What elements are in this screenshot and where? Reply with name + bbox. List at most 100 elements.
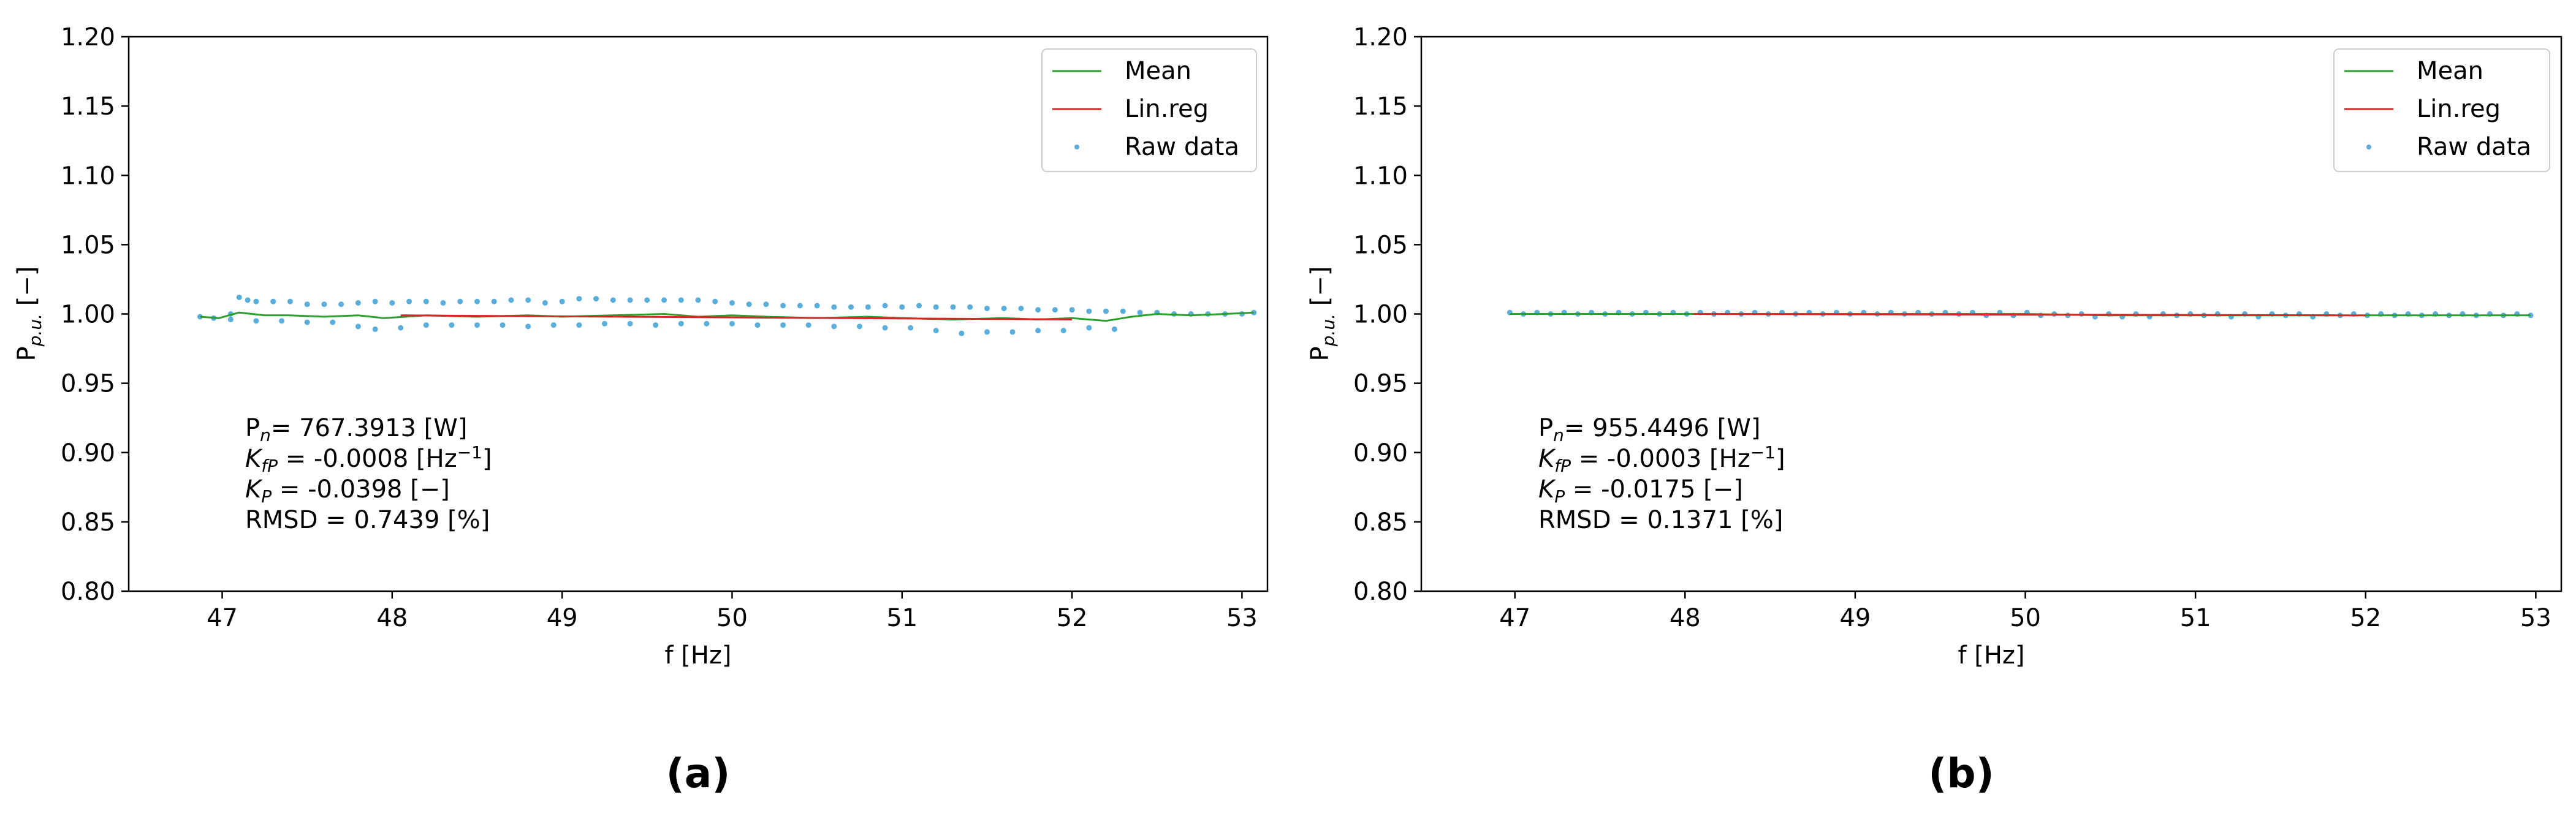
panel-a-raw-point-93 — [933, 328, 939, 334]
panel-a-raw-point-83 — [678, 320, 684, 327]
panel-a-y-axis-label: Pp.u. [−] — [13, 266, 45, 361]
panel-a-raw-point-89 — [831, 323, 837, 330]
panel-a-raw-point-24 — [576, 296, 582, 302]
panel-a-raw-point-14 — [406, 298, 412, 304]
panel-a-y-tick-label-5: 1.05 — [61, 231, 115, 259]
panel-a-y-tick-label-2: 0.90 — [61, 439, 115, 467]
panel-a-x-tick-label-2: 49 — [547, 604, 578, 632]
panel-a-legend-linreg-label: Lin.reg — [1125, 95, 1209, 123]
panel-a-raw-point-52 — [1052, 307, 1058, 313]
panel-a-raw-point-49 — [1001, 305, 1007, 311]
panel-a-annotation-pn: Pn= 767.3913 [W] — [245, 414, 467, 445]
panel-a-raw-point-38 — [814, 303, 820, 309]
panel-b-y-tick-label-5: 1.05 — [1353, 231, 1408, 259]
panel-a-raw-point-32 — [712, 298, 718, 304]
panel-b-legend: Mean Lin.reg Raw data — [2333, 48, 2550, 172]
panel-b-raw-point-75 — [2528, 312, 2534, 319]
panel-a-raw-point-81 — [627, 320, 633, 327]
panel-a-mean-line — [200, 311, 1254, 322]
panel-a-raw-point-25 — [593, 296, 599, 302]
panel-b-x-tick-label-4: 51 — [2180, 604, 2211, 632]
panel-a-legend-raw-swatch — [1074, 145, 1079, 149]
panel-a-y-tick-label-3: 0.95 — [61, 370, 115, 398]
panel-a-raw-point-85 — [729, 320, 735, 327]
panel-b: 0.800.850.900.951.001.051.101.151.20 47 4… — [1306, 23, 2563, 797]
panel-a-annotation-rmsd: RMSD = 0.7439 [%] — [245, 506, 490, 534]
panel-b-x-axis: 47 48 49 50 51 52 53 — [1499, 591, 2551, 632]
panel-a-raw-point-76 — [500, 322, 506, 328]
panel-a-y-axis: 0.80 0.85 0.90 0.95 1.00 1.05 1.10 1.15 1.20 — [61, 23, 129, 606]
panel-a-raw-point-95 — [984, 329, 990, 335]
panel-a: 0.800.850.900.951.001.051.101.151.20 47 4… — [13, 23, 1269, 797]
panel-a-y-tick-label-1: 0.85 — [61, 508, 115, 537]
panel-a-raw-point-42 — [882, 303, 888, 309]
panel-b-x-tick-label-3: 50 — [2010, 604, 2041, 632]
panel-a-raw-point-97 — [1035, 328, 1041, 334]
panel-b-x-axis-label: f [Hz] — [1958, 641, 2024, 670]
panel-a-raw-point-21 — [525, 297, 531, 303]
panel-b-x-tick-label-0: 47 — [1499, 604, 1530, 632]
panel-a-raw-point-80 — [601, 320, 607, 327]
panel-b-y-tick-label-4: 1.00 — [1353, 301, 1408, 329]
panel-a-raw-point-79 — [576, 322, 582, 328]
panel-a-raw-point-45 — [933, 304, 939, 310]
panel-a-raw-point-51 — [1035, 307, 1041, 313]
panel-a-raw-point-40 — [848, 304, 854, 310]
panel-a-raw-point-29 — [661, 297, 667, 303]
panel-b-y-tick-label-0: 0.80 — [1353, 578, 1408, 606]
panel-a-x-tick-label-4: 51 — [886, 604, 918, 632]
panel-b-x-tick-label-2: 49 — [1839, 604, 1871, 632]
panel-b-annotation-kp: KP = -0.0175 [−] — [1538, 475, 1743, 507]
panel-a-raw-point-7 — [287, 298, 293, 304]
panel-a-raw-point-39 — [831, 304, 837, 310]
panel-a-raw-point-20 — [508, 297, 514, 303]
panel-a-raw-point-86 — [754, 322, 761, 328]
panel-a-raw-point-88 — [805, 322, 811, 328]
panel-b-linreg-line — [1693, 313, 2366, 317]
panel-a-raw-point-74 — [449, 322, 455, 328]
panel-b-marks — [1506, 309, 2534, 320]
panel-a-raw-point-4 — [245, 297, 251, 303]
panel-a-marks — [197, 294, 1257, 336]
panel-a-raw-point-37 — [797, 303, 803, 309]
panel-b-annotation-rmsd: RMSD = 0.1371 [%] — [1538, 506, 1783, 534]
panel-a-raw-point-48 — [984, 305, 990, 311]
panel-b-y-tick-label-2: 0.90 — [1353, 439, 1408, 467]
panel-b-y-label-sub: p.u. — [1318, 314, 1339, 347]
panel-a-raw-point-92 — [908, 325, 914, 331]
panel-a-raw-point-53 — [1069, 307, 1075, 313]
panel-b-label: (b) — [1928, 750, 1994, 797]
panel-b-x-tick-label-5: 52 — [2350, 604, 2381, 632]
panel-a-raw-point-16 — [440, 300, 446, 306]
panel-a-y-label-sub: p.u. — [25, 314, 45, 347]
panel-a-legend-mean-label: Mean — [1125, 57, 1191, 85]
panel-a-y-tick-label-0: 0.80 — [61, 578, 115, 606]
panel-a-raw-point-10 — [338, 301, 344, 308]
panel-a-raw-point-9 — [321, 301, 327, 308]
panel-a-raw-point-8 — [304, 301, 310, 308]
panel-a-y-tick-label-6: 1.10 — [61, 162, 115, 190]
panel-a-y-label-main: P — [13, 346, 41, 361]
panel-a-x-tick-label-6: 53 — [1226, 604, 1258, 632]
panel-a-raw-point-43 — [899, 304, 905, 310]
panel-a-raw-point-67 — [279, 318, 285, 324]
panel-a-raw-point-77 — [525, 323, 531, 330]
panel-a-raw-point-82 — [653, 322, 659, 328]
panel-a-raw-point-33 — [729, 300, 735, 306]
panel-a-raw-point-12 — [372, 298, 378, 304]
panel-a-raw-point-96 — [1009, 329, 1016, 335]
panel-a-raw-point-54 — [1086, 308, 1092, 314]
panel-a-annotation: Pn= 767.3913 [W] KfP = -0.0008 [Hz−1] KP… — [245, 414, 492, 534]
panel-b-y-tick-label-3: 0.95 — [1353, 370, 1408, 398]
panel-a-raw-point-65 — [227, 317, 234, 323]
panel-a-raw-point-99 — [1086, 325, 1092, 331]
panel-a-raw-point-0 — [197, 314, 203, 320]
panel-a-raw-point-68 — [304, 319, 310, 325]
panel-b-annotation-kfp: KfP = -0.0003 [Hz−1] — [1538, 442, 1785, 476]
panel-a-y-tick-label-8: 1.20 — [61, 23, 115, 51]
panel-b-y-tick-label-7: 1.15 — [1353, 93, 1408, 121]
panel-a-raw-point-5 — [253, 298, 259, 304]
panel-a-raw-point-44 — [916, 303, 922, 309]
panel-b-y-tick-label-8: 1.20 — [1353, 23, 1408, 51]
